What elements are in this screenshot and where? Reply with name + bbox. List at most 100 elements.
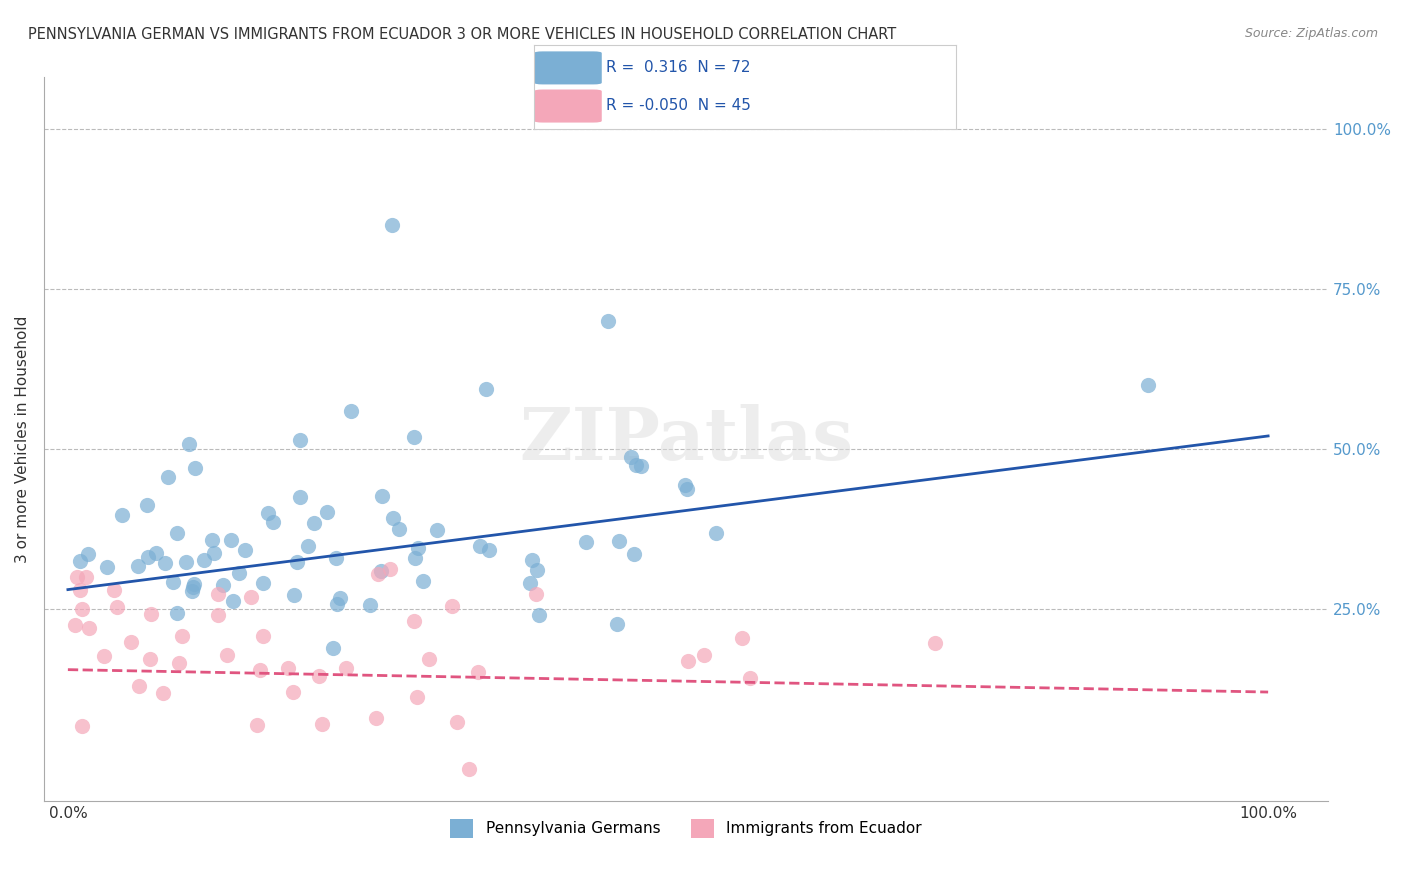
Point (136, 498, 159, 512)
Point (402, 614, 425, 628)
Point (524, 587, 547, 601)
Point (315, 505, 337, 519)
Point (288, 490, 311, 504)
Text: R =  0.316  N = 72: R = 0.316 N = 72 (606, 60, 751, 75)
Point (207, 587, 229, 601)
Point (222, 594, 245, 608)
Point (675, 482, 697, 496)
Point (75, 570, 97, 584)
Point (139, 651, 162, 665)
Point (606, 617, 628, 632)
Point (326, 597, 349, 611)
Point (63, 618, 86, 632)
Point (311, 716, 333, 731)
Point (607, 533, 630, 548)
Point (183, 577, 205, 591)
Point (66, 570, 89, 584)
Point (176, 555, 198, 569)
Point (731, 632, 754, 646)
Point (624, 458, 647, 472)
Point (96, 560, 118, 574)
Point (519, 576, 541, 591)
Point (262, 515, 284, 529)
Point (620, 450, 643, 464)
Point (166, 606, 188, 620)
Point (704, 526, 727, 541)
Point (128, 679, 150, 693)
Point (184, 461, 207, 475)
Point (72, 602, 94, 616)
Point (371, 489, 394, 503)
Point (527, 608, 550, 623)
Point (183, 581, 205, 595)
Point (181, 584, 204, 599)
Point (156, 470, 179, 484)
Point (166, 526, 188, 541)
Text: PENNSYLVANIA GERMAN VS IMMIGRANTS FROM ECUADOR 3 OR MORE VEHICLES IN HOUSEHOLD C: PENNSYLVANIA GERMAN VS IMMIGRANTS FROM E… (28, 27, 897, 42)
Point (478, 543, 501, 558)
Point (228, 566, 250, 581)
Point (152, 686, 174, 700)
Point (207, 607, 229, 622)
Point (76, 547, 98, 561)
Point (382, 511, 405, 525)
Text: R = -0.050  N = 45: R = -0.050 N = 45 (606, 98, 751, 113)
Point (378, 562, 401, 576)
Point (170, 629, 193, 643)
Point (69, 554, 91, 568)
Point (468, 539, 491, 553)
Point (418, 652, 440, 666)
Point (924, 636, 946, 650)
Point (252, 575, 274, 590)
Point (302, 516, 325, 531)
Point (673, 478, 696, 492)
Point (107, 599, 129, 614)
Point (177, 437, 200, 451)
Point (202, 546, 225, 560)
Point (219, 533, 242, 548)
Point (426, 523, 449, 537)
Point (526, 563, 548, 577)
Point (141, 607, 163, 621)
Point (167, 656, 190, 670)
Point (281, 685, 304, 699)
Point (252, 630, 274, 644)
Point (596, 314, 619, 328)
Point (406, 541, 429, 556)
Point (162, 574, 184, 589)
Point (381, 218, 404, 232)
Point (283, 588, 305, 602)
FancyBboxPatch shape (534, 89, 602, 122)
Point (246, 718, 269, 732)
Point (322, 641, 344, 656)
Point (233, 542, 256, 557)
Point (359, 598, 381, 612)
Point (404, 550, 426, 565)
Point (297, 540, 319, 554)
Point (458, 762, 481, 776)
Point (201, 533, 224, 547)
Point (111, 508, 134, 522)
Point (740, 672, 762, 686)
Point (136, 549, 159, 564)
Point (212, 578, 235, 592)
Point (308, 669, 330, 683)
Point (215, 648, 238, 662)
Point (366, 567, 388, 582)
Point (288, 434, 311, 448)
FancyBboxPatch shape (534, 52, 602, 85)
Point (1137, 377, 1160, 392)
Point (412, 574, 434, 589)
Point (127, 558, 149, 573)
Point (277, 661, 299, 675)
Point (387, 523, 409, 537)
Point (406, 690, 429, 705)
Point (446, 715, 468, 730)
Point (467, 665, 489, 679)
Point (249, 663, 271, 677)
Point (70, 719, 93, 733)
Point (69, 582, 91, 597)
Point (285, 555, 308, 569)
Y-axis label: 3 or more Vehicles in Household: 3 or more Vehicles in Household (15, 316, 30, 563)
Text: Source: ZipAtlas.com: Source: ZipAtlas.com (1244, 27, 1378, 40)
